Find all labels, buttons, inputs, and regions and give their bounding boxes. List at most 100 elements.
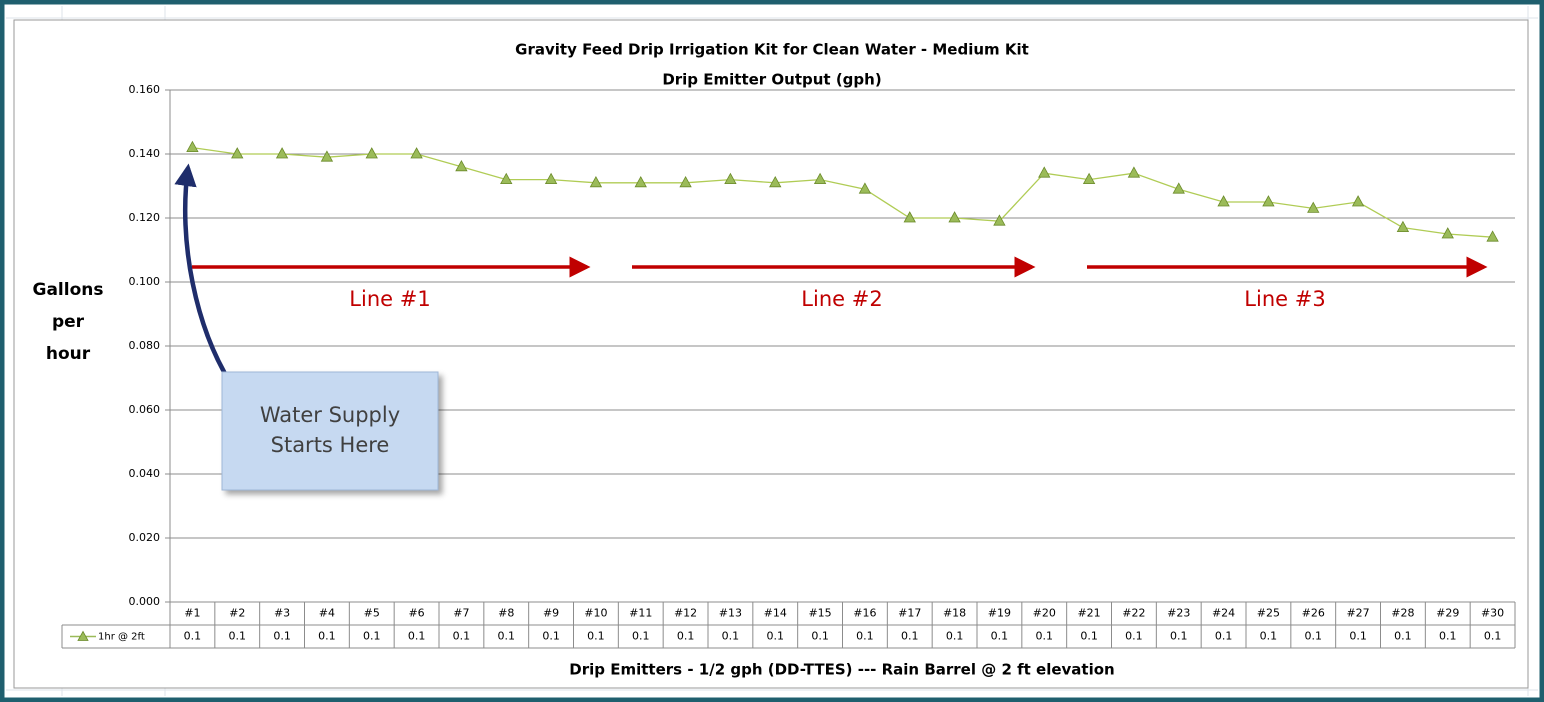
chart-title: Gravity Feed Drip Irrigation Kit for Cle… (515, 41, 1029, 59)
y-axis-label: hour (46, 344, 91, 364)
x-tick-label: #6 (408, 607, 424, 620)
y-axis-label: Gallons (33, 280, 104, 300)
x-tick-label: #17 (898, 607, 921, 620)
x-axis-label: Drip Emitters - 1/2 gph (DD-TTES) --- Ra… (569, 661, 1114, 679)
x-tick-label: #16 (853, 607, 876, 620)
x-tick-label: #29 (1436, 607, 1459, 620)
y-tick-label: 0.080 (129, 339, 161, 352)
point (903, 211, 916, 223)
x-tick-label: #20 (1033, 607, 1056, 620)
x-tick-label: #22 (1122, 607, 1145, 620)
annotation: Line #2 (801, 287, 882, 311)
data-label: 0.1 (453, 630, 471, 643)
y-tick-label: 0.040 (129, 467, 161, 480)
point (1217, 195, 1230, 207)
data-label: 0.1 (273, 630, 291, 643)
chart-subtitle: Drip Emitter Output (gph) (662, 71, 881, 89)
data-label: 0.1 (1484, 630, 1502, 643)
data-label: 0.1 (901, 630, 919, 643)
x-tick-label: #10 (584, 607, 607, 620)
data-label: 0.1 (1125, 630, 1143, 643)
y-tick-label: 0.020 (129, 531, 161, 544)
x-tick-label: #30 (1481, 607, 1504, 620)
data-label: 0.1 (498, 630, 516, 643)
point (455, 159, 468, 172)
x-tick-label: #18 (943, 607, 966, 620)
x-tick-label: #11 (629, 607, 652, 620)
x-tick-label: #19 (988, 607, 1011, 620)
y-tick-label: 0.120 (129, 211, 161, 224)
point (544, 172, 558, 184)
y-tick-label: 0.100 (129, 275, 161, 288)
data-label: 0.1 (767, 630, 785, 643)
y-axis-label: per (52, 312, 85, 332)
data-label: 0.1 (542, 630, 560, 643)
legend-label: 1hr @ 2ft (98, 632, 145, 643)
y-tick-label: 0.160 (129, 83, 161, 96)
x-tick-label: #15 (808, 607, 831, 620)
legend-key (77, 630, 89, 641)
x-tick-label: #2 (229, 607, 245, 620)
data-label: 0.1 (587, 630, 605, 643)
data-label: 0.1 (677, 630, 695, 643)
point (1486, 230, 1499, 242)
point (858, 182, 872, 194)
data-label: 0.1 (946, 630, 964, 643)
annotation: Line #1 (349, 287, 430, 311)
point (1038, 166, 1051, 178)
point (320, 150, 334, 162)
point (1307, 201, 1320, 213)
data-label: 0.1 (1349, 630, 1367, 643)
point (813, 172, 827, 184)
x-tick-label: #13 (719, 607, 742, 620)
data-label: 0.1 (1215, 630, 1233, 643)
x-tick-label: #24 (1212, 607, 1235, 620)
point (589, 175, 603, 188)
x-tick-label: #26 (1302, 607, 1325, 620)
y-tick-label: 0.060 (129, 403, 161, 416)
point (1441, 227, 1454, 239)
data-label: 0.1 (722, 630, 740, 643)
data-label: 0.1 (1439, 630, 1457, 643)
x-tick-label: #21 (1077, 607, 1100, 620)
data-label: 0.1 (1170, 630, 1188, 643)
x-tick-label: #7 (453, 607, 469, 620)
point (500, 172, 513, 184)
x-tick-label: #23 (1167, 607, 1190, 620)
data-label: 0.1 (991, 630, 1009, 643)
data-label: 0.1 (1080, 630, 1098, 643)
data-label: 0.1 (318, 630, 336, 643)
data-label: 0.1 (856, 630, 874, 643)
x-tick-label: #14 (764, 607, 787, 620)
x-tick-label: #12 (674, 607, 697, 620)
data-label: 0.1 (363, 630, 381, 643)
point (679, 175, 692, 188)
y-tick-label: 0.140 (129, 147, 161, 160)
point (993, 214, 1006, 226)
point (275, 147, 289, 159)
x-tick-label: #27 (1346, 607, 1369, 620)
point (724, 172, 737, 184)
x-tick-label: #28 (1391, 607, 1414, 620)
data-label: 0.1 (408, 630, 426, 643)
point (186, 140, 199, 152)
x-tick-label: #1 (184, 607, 200, 620)
point (1127, 166, 1141, 178)
point (1172, 182, 1185, 194)
y-tick-label: 0.000 (129, 595, 161, 608)
data-label: 0.1 (811, 630, 829, 643)
x-tick-label: #9 (543, 607, 559, 620)
annotation: Line #3 (1244, 287, 1325, 311)
callout-text: Starts Here (271, 433, 390, 457)
x-tick-label: #5 (364, 607, 380, 620)
chart-area (13, 19, 1529, 689)
x-tick-label: #4 (319, 607, 335, 620)
x-tick-label: #8 (498, 607, 514, 620)
x-tick-label: #25 (1257, 607, 1280, 620)
data-label: 0.1 (229, 630, 247, 643)
x-tick-label: #3 (274, 607, 290, 620)
point (1262, 195, 1275, 207)
data-label: 0.1 (632, 630, 650, 643)
point (634, 175, 647, 188)
point (769, 175, 782, 188)
